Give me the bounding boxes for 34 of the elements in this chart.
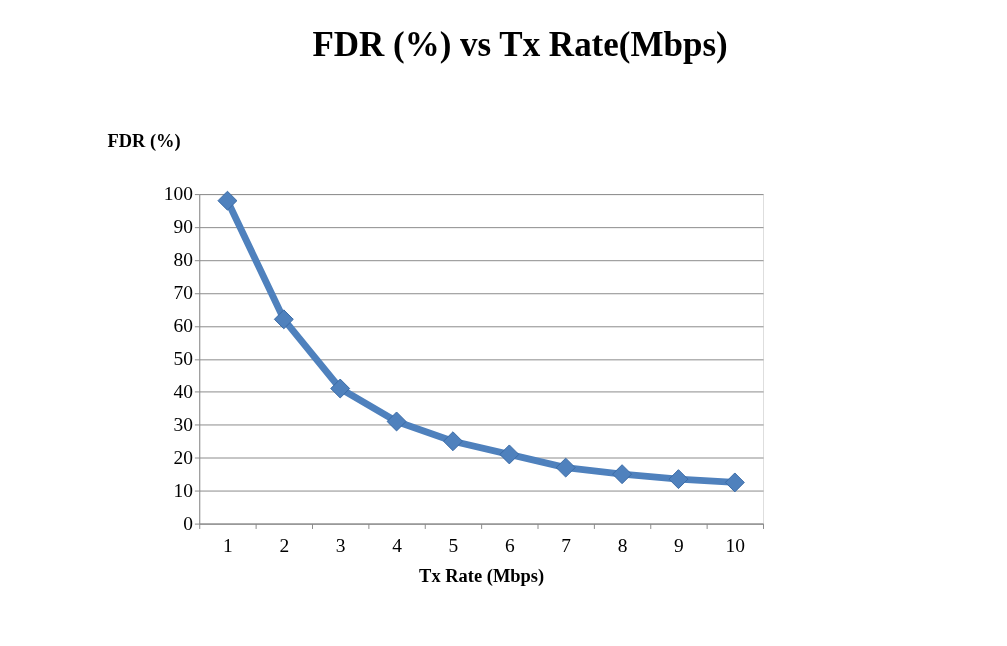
x-tick-label: 1	[223, 535, 233, 557]
y-tick-label: 80	[173, 249, 193, 271]
x-tick-label: 9	[674, 535, 684, 557]
point	[330, 378, 351, 399]
y-tick-label: 10	[173, 479, 193, 501]
y-tick-label: 100	[163, 183, 193, 205]
x-tick-label: 10	[725, 535, 746, 557]
x-tick-label: 5	[448, 535, 459, 557]
chart-title: FDR (%) vs Tx Rate(Mbps)	[312, 25, 728, 65]
x-axis-title: Tx Rate (Mbps)	[419, 566, 545, 588]
y-tick-label: 70	[173, 282, 193, 304]
x-tick-label: 8	[617, 535, 628, 557]
y-tick-label: 0	[183, 512, 193, 534]
point	[612, 464, 633, 485]
point	[668, 469, 689, 490]
y-tick-label: 50	[173, 348, 193, 370]
y-tick-label: 30	[173, 414, 193, 436]
y-axis-title: FDR (%)	[107, 130, 181, 152]
point	[217, 190, 238, 211]
point	[273, 309, 294, 330]
x-tick-label: 3	[335, 535, 346, 557]
x-tick-label: 6	[504, 535, 515, 557]
point	[555, 457, 576, 478]
y-tick-label: 60	[173, 315, 193, 337]
x-tick-label: 4	[392, 535, 403, 557]
x-tick-label: 2	[279, 535, 290, 557]
y-tick-label: 40	[173, 381, 193, 403]
x-tick-label: 7	[561, 535, 572, 557]
point	[442, 431, 463, 452]
point	[386, 411, 407, 432]
y-tick-label: 20	[173, 447, 193, 469]
point	[499, 444, 520, 465]
point	[724, 472, 745, 493]
y-tick-label: 90	[173, 216, 193, 238]
